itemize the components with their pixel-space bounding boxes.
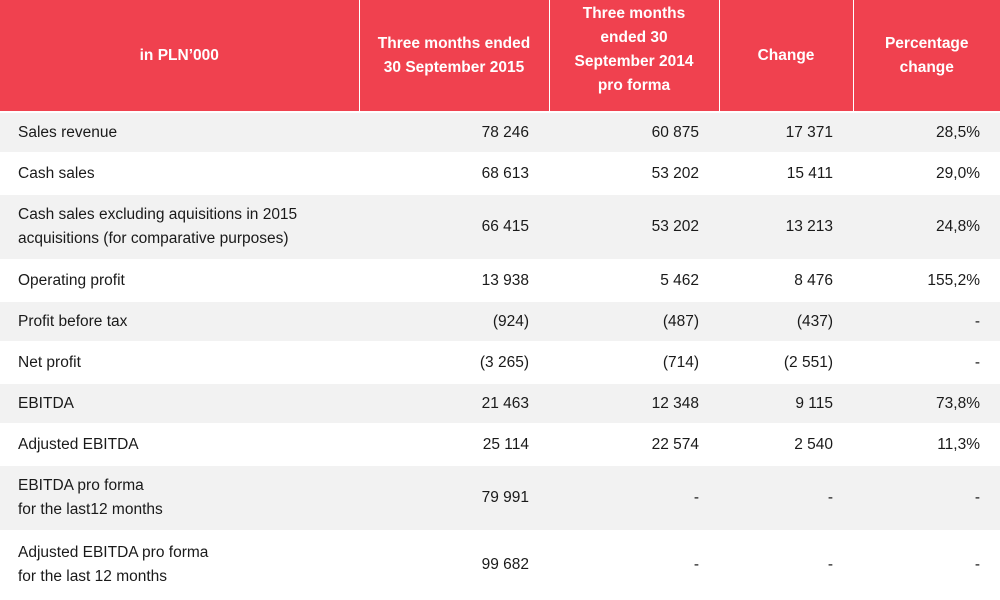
- table-row-net-profit: Net profit (3 265) (714) (2 551) -: [0, 341, 1000, 383]
- row-label: EBITDA pro forma for the last12 months: [0, 464, 359, 531]
- header-change-line: Change: [757, 46, 815, 64]
- header-2015: Three months ended 30 September 2015: [358, 0, 549, 112]
- cell-2015: 78 246: [359, 111, 549, 153]
- row-label: Adjusted EBITDA: [0, 423, 359, 465]
- table-row-ebitda: EBITDA 21 463 12 348 9 115 73,8%: [0, 382, 1000, 424]
- cell-change: (2 551): [719, 341, 853, 383]
- table-row-profit-before-tax: Profit before tax (924) (487) (437) -: [0, 300, 1000, 342]
- cell-2015: 21 463: [359, 382, 549, 424]
- cell-2014: 22 574: [549, 423, 719, 465]
- row-label: EBITDA: [0, 382, 359, 424]
- table-row-sales-revenue: Sales revenue 78 246 60 875 17 371 28,5%: [0, 111, 1000, 153]
- row-label-text: Sales revenue: [18, 123, 118, 141]
- cell-2014: (714): [549, 341, 719, 383]
- cell-pct: -: [853, 530, 1000, 597]
- cell-change: (437): [719, 300, 853, 342]
- row-label: Cash sales excluding aquisitions in 2015…: [0, 193, 359, 260]
- cell-change: -: [719, 464, 853, 531]
- cell-2015: 66 415: [359, 193, 549, 260]
- cell-2014: 53 202: [549, 193, 719, 260]
- table-row-operating-profit: Operating profit 13 938 5 462 8 476 155,…: [0, 259, 1000, 301]
- table-row-cash-sales-excl-acquisitions: Cash sales excluding aquisitions in 2015…: [0, 193, 1000, 260]
- cell-2014: 12 348: [549, 382, 719, 424]
- header-percentage-change: Percentage change: [852, 0, 1000, 112]
- cell-pct: -: [853, 464, 1000, 531]
- row-label-text: EBITDA: [18, 394, 74, 412]
- row-label-text: Profit before tax: [18, 312, 128, 330]
- row-label-text: Operating profit: [18, 271, 125, 289]
- table-header: in PLN’000 Three months ended 30 Septemb…: [0, 0, 1000, 112]
- cell-2015: 79 991: [359, 464, 549, 531]
- cell-pct: 155,2%: [853, 259, 1000, 301]
- cell-pct: 11,3%: [853, 423, 1000, 465]
- row-label: Operating profit: [0, 259, 359, 301]
- cell-2015: 13 938: [359, 259, 549, 301]
- header-2014-line: ended 30: [600, 28, 668, 46]
- header-units-line: in PLN’000: [139, 46, 219, 64]
- cell-pct: 73,8%: [853, 382, 1000, 424]
- cell-pct: 28,5%: [853, 111, 1000, 153]
- row-label-text: for the last 12 months: [18, 567, 168, 585]
- header-pct-line: Percentage: [884, 34, 969, 52]
- row-label-text: Cash sales: [18, 164, 95, 182]
- row-label-text: EBITDA pro forma: [18, 477, 144, 494]
- cell-2015: (924): [359, 300, 549, 342]
- header-2014-line: Three months: [582, 4, 686, 22]
- cell-2015: 68 613: [359, 152, 549, 194]
- cell-pct: -: [853, 341, 1000, 383]
- cell-change: 8 476: [719, 259, 853, 301]
- table-body: Sales revenue 78 246 60 875 17 371 28,5%…: [0, 111, 1000, 597]
- table-row-adjusted-ebitda: Adjusted EBITDA 25 114 22 574 2 540 11,3…: [0, 423, 1000, 465]
- cell-2015: 99 682: [359, 530, 549, 597]
- cell-change: 17 371: [719, 111, 853, 153]
- cell-pct: 24,8%: [853, 193, 1000, 260]
- row-label-text: Adjusted EBITDA: [18, 435, 139, 453]
- row-label: Profit before tax: [0, 300, 359, 342]
- table-row-cash-sales: Cash sales 68 613 53 202 15 411 29,0%: [0, 152, 1000, 194]
- header-row: in PLN’000 Three months ended 30 Septemb…: [0, 0, 1000, 112]
- header-pct-line: change: [899, 58, 954, 76]
- cell-change: 2 540: [719, 423, 853, 465]
- cell-change: 15 411: [719, 152, 853, 194]
- cell-change: -: [719, 530, 853, 597]
- cell-2015: (3 265): [359, 341, 549, 383]
- cell-2014: 60 875: [549, 111, 719, 153]
- row-label-text: acquisitions (for comparative purposes): [18, 230, 289, 247]
- row-label-text: for the last12 months: [18, 501, 163, 518]
- cell-pct: 29,0%: [853, 152, 1000, 194]
- header-2015-line: 30 September 2015: [383, 58, 525, 76]
- header-2014-line: September 2014: [574, 52, 694, 70]
- row-label-text: Adjusted EBITDA pro forma: [18, 543, 209, 561]
- table-row-ebitda-pro-forma-12m: EBITDA pro forma for the last12 months 7…: [0, 464, 1000, 531]
- row-label: Net profit: [0, 341, 359, 383]
- header-2015-line: Three months ended: [377, 34, 531, 52]
- row-label-text: Net profit: [18, 353, 81, 371]
- cell-change: 13 213: [719, 193, 853, 260]
- row-label: Sales revenue: [0, 111, 359, 153]
- header-units: in PLN’000: [0, 0, 359, 112]
- table-row-adjusted-ebitda-pro-forma-12m: Adjusted EBITDA pro forma for the last 1…: [0, 530, 1000, 597]
- row-label: Cash sales: [0, 152, 359, 194]
- cell-2014: 5 462: [549, 259, 719, 301]
- header-2014-pro-forma: Three months ended 30 September 2014 pro…: [548, 0, 719, 112]
- cell-2014: (487): [549, 300, 719, 342]
- cell-pct: -: [853, 300, 1000, 342]
- row-label: Adjusted EBITDA pro forma for the last 1…: [0, 530, 359, 597]
- cell-2014: -: [549, 530, 719, 597]
- cell-change: 9 115: [719, 382, 853, 424]
- cell-2014: -: [549, 464, 719, 531]
- cell-2015: 25 114: [359, 423, 549, 465]
- row-label-text: Cash sales excluding aquisitions in 2015: [18, 206, 298, 223]
- header-change: Change: [718, 0, 853, 112]
- header-2014-line: pro forma: [597, 76, 671, 94]
- cell-2014: 53 202: [549, 152, 719, 194]
